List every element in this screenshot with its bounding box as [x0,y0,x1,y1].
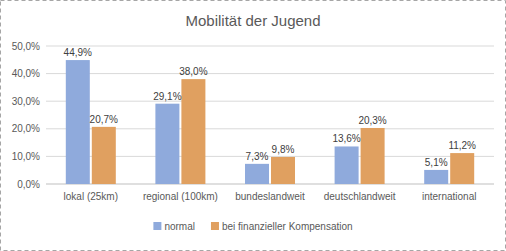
bar [181,79,205,184]
chart-border [1,1,506,251]
legend-label: normal [164,221,195,232]
grid-line [46,46,494,47]
x-tick-label: regional (100km) [143,191,218,202]
x-tick-label: bundeslandweit [235,191,305,202]
bar [155,104,179,184]
data-label: 9,8% [272,144,295,155]
legend-swatch [153,222,161,230]
bar [245,164,269,184]
grid-line [46,73,494,74]
legend-swatch [211,222,219,230]
x-tick-label: deutschlandweit [324,191,396,202]
x-tick-label: international [422,191,476,202]
y-tick-label: 40,0% [12,68,40,79]
bar [271,157,295,184]
chart-title: Mobilität der Jugend [185,12,320,29]
data-label: 29,1% [153,91,181,102]
bar [92,127,116,184]
legend-label: bei finanzieller Kompensation [222,221,353,232]
y-tick-label: 30,0% [12,96,40,107]
y-tick-label: 10,0% [12,151,40,162]
chart-svg: Mobilität der Jugend 0,0% 10,0% 20,0% 30,0% 4… [0,0,506,251]
bar [361,128,385,184]
y-tick-label: 20,0% [12,123,40,134]
y-tick-label: 0,0% [17,179,40,190]
bar [424,170,448,184]
bar [335,146,359,184]
data-label: 13,6% [332,133,360,144]
x-tick-label: lokal (25km) [64,191,118,202]
bar [66,60,90,184]
data-label: 5,1% [425,157,448,168]
bar [450,153,474,184]
data-label: 11,2% [448,140,476,151]
y-grid [46,46,494,184]
y-tick-label: 50,0% [12,41,40,52]
data-labels: 44,9% 29,1% 7,3% 13,6% 5,1% 20,7% 38,0% 9,8% 20,… [64,47,476,168]
data-label: 44,9% [64,47,92,58]
data-label: 38,0% [179,66,207,77]
chart-container: Mobilität der Jugend 0,0% 10,0% 20,0% 30,0% 4… [0,0,506,251]
bars [66,60,474,184]
data-label: 7,3% [246,151,269,162]
legend: normal bei finanzieller Kompensation [153,221,352,232]
data-label: 20,7% [90,114,118,125]
data-label: 20,3% [358,115,386,126]
grid-line [46,101,494,102]
